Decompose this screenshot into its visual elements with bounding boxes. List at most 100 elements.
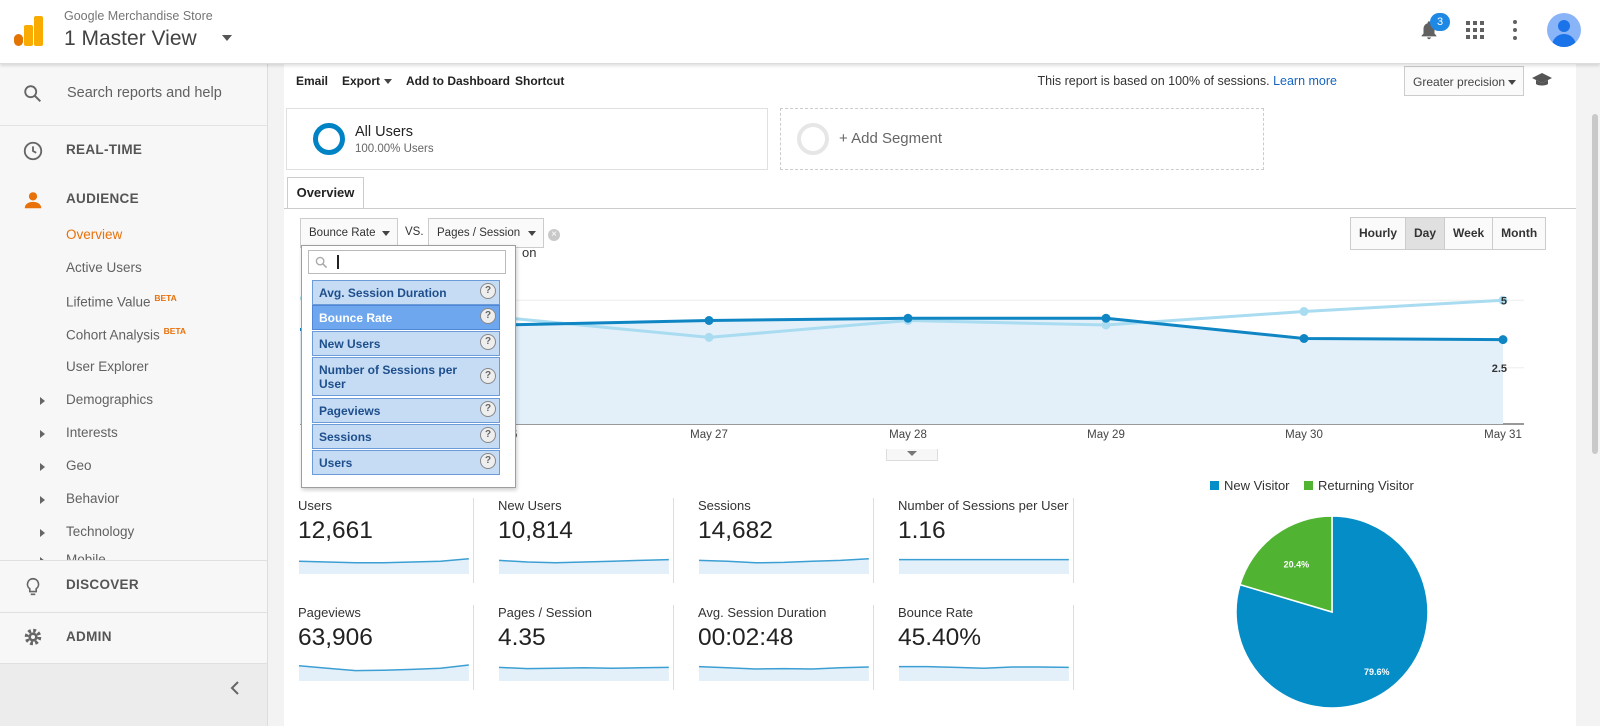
chevron-down-icon[interactable]: [222, 35, 232, 41]
scorecard-new-users[interactable]: New Users 10,814: [498, 498, 674, 583]
precision-select[interactable]: Greater precision: [1404, 66, 1524, 96]
metric-option[interactable]: Avg. Session Duration?: [312, 280, 500, 305]
sidebar-item-overview[interactable]: Overview: [66, 227, 122, 242]
data-point[interactable]: [704, 316, 714, 325]
sparkline-line: [299, 664, 469, 672]
data-point[interactable]: [704, 332, 714, 342]
metric-option[interactable]: Number of Sessions per User?: [312, 357, 500, 396]
help-icon[interactable]: ?: [480, 427, 496, 443]
sidebar-item-active-users[interactable]: Active Users: [66, 260, 142, 275]
x-tick-label: May 27: [690, 429, 728, 441]
sidebar-item-lifetime-value[interactable]: Lifetime Value BETA: [66, 293, 177, 310]
segment-all-users[interactable]: All Users 100.00% Users: [286, 108, 768, 170]
nav-admin-label: ADMIN: [66, 629, 112, 644]
graduation-cap-icon[interactable]: [1531, 72, 1553, 88]
metric-search-input[interactable]: [308, 250, 506, 274]
data-point[interactable]: [1101, 320, 1111, 330]
add-segment-button[interactable]: + Add Segment: [780, 108, 1264, 170]
pie-legend: New Visitor Returning Visitor: [1210, 478, 1414, 493]
sparkline: [299, 558, 469, 574]
analytics-logo-icon[interactable]: [14, 16, 44, 46]
data-point[interactable]: [1299, 334, 1309, 343]
sidebar-item-user-explorer[interactable]: User Explorer: [66, 359, 149, 374]
secondary-metric-select[interactable]: Pages / Session: [428, 218, 544, 248]
sidebar-item-label: Behavior: [66, 491, 120, 506]
scorecard-users[interactable]: Users 12,661: [298, 498, 474, 583]
shortcut-button[interactable]: Shortcut: [515, 74, 565, 88]
expand-arrow-icon[interactable]: [40, 496, 45, 504]
scorecard-pages-session[interactable]: Pages / Session 4.35: [498, 605, 674, 690]
tab-overview[interactable]: Overview: [287, 177, 364, 209]
export-button[interactable]: Export: [342, 74, 393, 88]
scorecard-sessions[interactable]: Sessions 14,682: [698, 498, 874, 583]
granularity-hourly[interactable]: Hourly: [1351, 218, 1407, 249]
search-input[interactable]: Search reports and help: [67, 85, 222, 101]
scrollbar[interactable]: [1592, 114, 1598, 454]
sidebar-item-interests[interactable]: Interests: [66, 425, 118, 440]
chevron-left-icon[interactable]: [228, 680, 242, 696]
sidebar-item-label: Lifetime Value: [66, 294, 151, 310]
add-to-dashboard-button[interactable]: Add to Dashboard: [406, 74, 510, 88]
more-vert-icon[interactable]: [1512, 20, 1518, 40]
account-name[interactable]: Google Merchandise Store: [64, 9, 213, 23]
nav-search[interactable]: Search reports and help: [0, 64, 267, 126]
learn-more-link[interactable]: Learn more: [1273, 74, 1337, 88]
email-button[interactable]: Email: [296, 74, 329, 88]
sidebar-item-mobile[interactable]: Mobile: [66, 552, 106, 560]
legend-returning-visitor[interactable]: Returning Visitor: [1303, 478, 1414, 493]
expand-arrow-icon[interactable]: [40, 397, 45, 405]
primary-metric-select[interactable]: Bounce Rate: [300, 218, 398, 248]
nav-realtime[interactable]: REAL-TIME: [0, 126, 267, 176]
pie-slice[interactable]: [1239, 515, 1333, 614]
metric-option[interactable]: Bounce Rate?: [312, 305, 500, 330]
legend-label: Returning Visitor: [1317, 478, 1414, 493]
metric-option[interactable]: Sessions?: [312, 424, 500, 449]
sidebar-item-demographics[interactable]: Demographics: [66, 392, 153, 407]
sparkline-area: [899, 559, 1069, 574]
sidebar-item-mobile-clipped[interactable]: Mobile: [0, 552, 267, 560]
sidebar-item-cohort-analysis[interactable]: Cohort Analysis BETA: [66, 326, 186, 343]
metric-option[interactable]: Users?: [312, 450, 500, 475]
scorecard-pageviews[interactable]: Pageviews 63,906: [298, 605, 474, 690]
data-point[interactable]: [1101, 313, 1111, 323]
granularity-week[interactable]: Week: [1445, 218, 1494, 249]
help-icon[interactable]: ?: [480, 334, 496, 350]
view-selector[interactable]: 1 Master View: [64, 27, 197, 50]
metric-option[interactable]: New Users?: [312, 331, 500, 356]
expand-arrow-icon[interactable]: [40, 430, 45, 438]
data-point[interactable]: [1498, 335, 1508, 345]
sparkline: [299, 664, 469, 681]
sidebar-item-geo[interactable]: Geo: [66, 458, 92, 473]
nav-audience[interactable]: AUDIENCE: [0, 175, 267, 225]
avatar[interactable]: [1547, 13, 1581, 47]
metric-option[interactable]: Pageviews?: [312, 398, 500, 423]
sidebar-item-behavior[interactable]: Behavior: [66, 491, 119, 506]
chart-collapse-handle[interactable]: [886, 449, 938, 461]
series-line-bounce-rate: [299, 316, 1504, 342]
scorecard-number-of-sessions-per-user[interactable]: Number of Sessions per User 1.16: [898, 498, 1074, 583]
clear-comparison-icon[interactable]: ×: [548, 229, 560, 241]
help-icon[interactable]: ?: [480, 308, 496, 324]
sparkline-line: [899, 665, 1069, 669]
granularity-day[interactable]: Day: [1406, 218, 1446, 249]
granularity-month[interactable]: Month: [1493, 218, 1546, 249]
legend-new-visitor[interactable]: New Visitor: [1210, 478, 1290, 493]
sidebar-item-technology[interactable]: Technology: [66, 524, 134, 539]
data-point[interactable]: [1299, 307, 1309, 316]
help-icon[interactable]: ?: [480, 453, 496, 469]
data-point[interactable]: [1498, 295, 1508, 305]
apps-grid-icon[interactable]: [1466, 21, 1484, 39]
help-icon[interactable]: ?: [480, 283, 496, 299]
help-icon[interactable]: ?: [480, 401, 496, 417]
nav-discover[interactable]: DISCOVER: [0, 560, 267, 612]
help-icon[interactable]: ?: [480, 368, 496, 384]
scorecard-avg-session-duration[interactable]: Avg. Session Duration 00:02:48: [698, 605, 874, 690]
sparkline: [699, 665, 869, 681]
caret-down-icon: [1508, 80, 1516, 85]
expand-arrow-icon[interactable]: [40, 529, 45, 537]
nav-admin[interactable]: ADMIN: [0, 612, 267, 663]
expand-arrow-icon[interactable]: [40, 557, 45, 560]
expand-arrow-icon[interactable]: [40, 463, 45, 471]
scorecard-bounce-rate[interactable]: Bounce Rate 45.40%: [898, 605, 1074, 690]
data-point[interactable]: [903, 313, 913, 323]
